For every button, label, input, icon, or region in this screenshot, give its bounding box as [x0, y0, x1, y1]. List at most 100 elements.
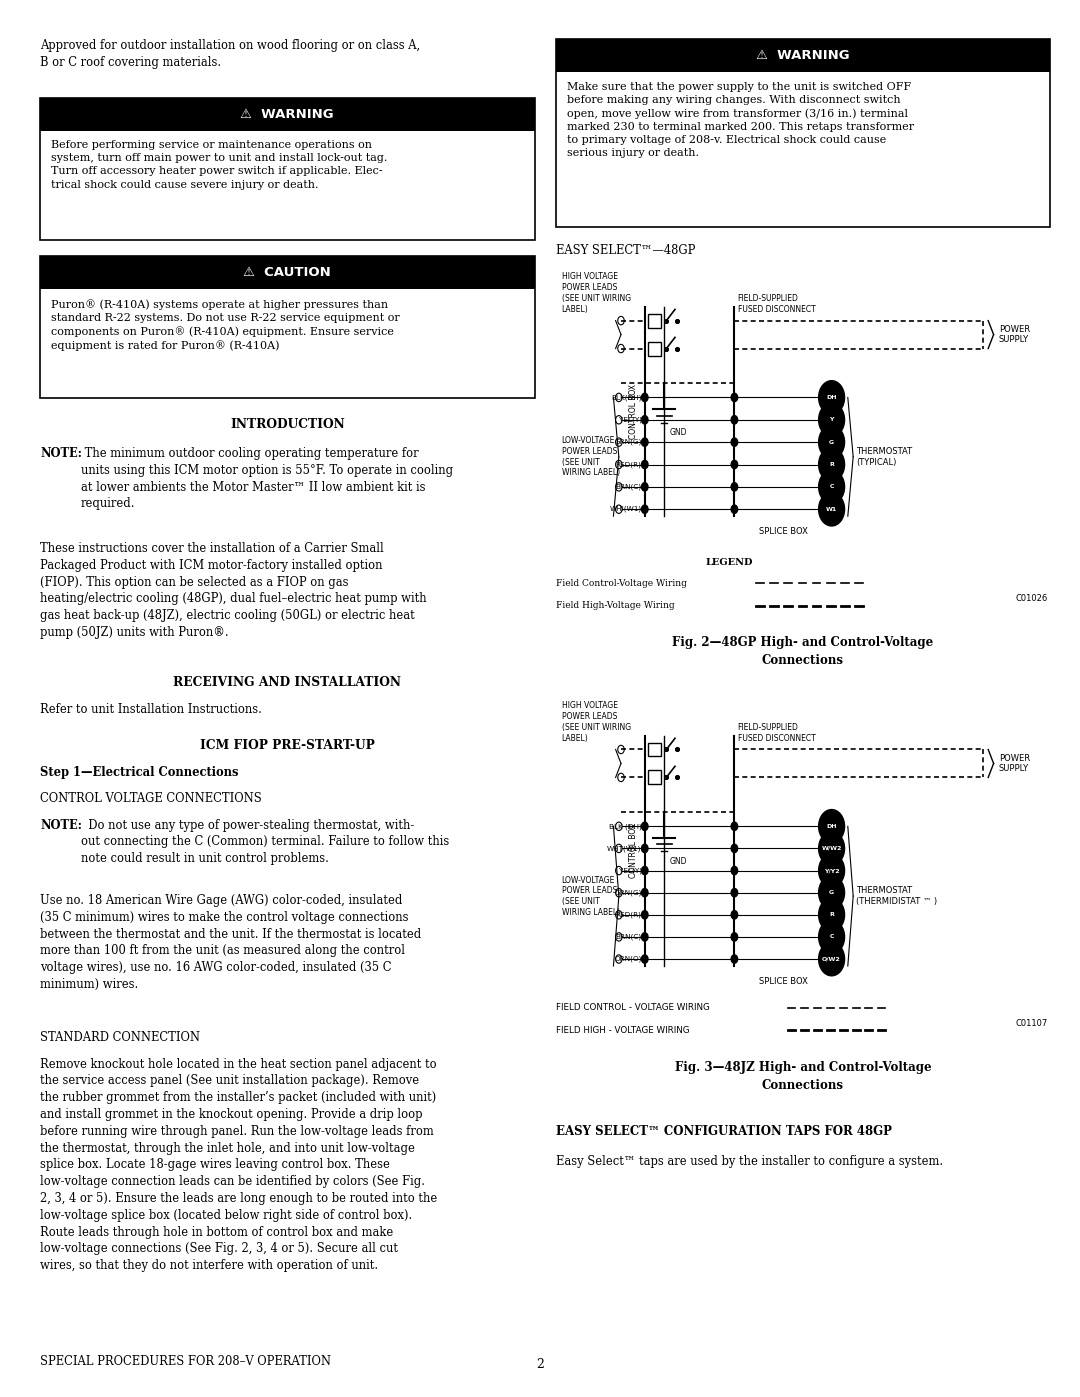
Text: Y/Y2: Y/Y2 [824, 868, 839, 873]
Text: HIGH VOLTAGE
POWER LEADS
(SEE UNIT WIRING
LABEL): HIGH VOLTAGE POWER LEADS (SEE UNIT WIRIN… [562, 272, 631, 314]
Circle shape [731, 821, 738, 831]
Text: R: R [829, 912, 834, 918]
Text: DH: DH [826, 395, 837, 400]
Text: Easy Select™ taps are used by the installer to configure a system.: Easy Select™ taps are used by the instal… [556, 1155, 943, 1168]
Text: 2: 2 [536, 1358, 544, 1372]
Text: Make sure that the power supply to the unit is switched OFF
before making any wi: Make sure that the power supply to the u… [567, 82, 914, 158]
Text: GRN(G): GRN(G) [615, 890, 642, 895]
Text: Field Control-Voltage Wiring: Field Control-Voltage Wiring [556, 578, 687, 588]
Circle shape [819, 404, 845, 437]
Text: Refer to unit Installation Instructions.: Refer to unit Installation Instructions. [40, 703, 261, 715]
Circle shape [819, 943, 845, 977]
Text: WHI(W1): WHI(W1) [609, 506, 642, 513]
Text: RECEIVING AND INSTALLATION: RECEIVING AND INSTALLATION [173, 676, 402, 689]
Text: ⚠  WARNING: ⚠ WARNING [241, 108, 334, 120]
Text: Fig. 3—48JZ High- and Control-Voltage
Connections: Fig. 3—48JZ High- and Control-Voltage Co… [675, 1062, 931, 1092]
Bar [40, 257, 535, 289]
Text: EASY SELECT™ CONFIGURATION TAPS FOR 48GP: EASY SELECT™ CONFIGURATION TAPS FOR 48GP [556, 1126, 892, 1139]
Circle shape [819, 447, 845, 482]
Circle shape [731, 888, 738, 897]
Circle shape [642, 821, 648, 831]
Bar [556, 39, 1050, 73]
Circle shape [642, 956, 648, 964]
Bar [556, 39, 1050, 228]
Circle shape [819, 854, 845, 887]
Circle shape [731, 866, 738, 875]
Text: C01026: C01026 [1015, 595, 1048, 604]
Text: BRN(C): BRN(C) [616, 933, 642, 940]
Text: THERMOSTAT
(THERMIDISTAT ™ ): THERMOSTAT (THERMIDISTAT ™ ) [856, 887, 937, 905]
Circle shape [819, 381, 845, 415]
Circle shape [731, 416, 738, 425]
Text: ⚠  CAUTION: ⚠ CAUTION [243, 267, 332, 279]
Text: Puron® (R-410A) systems operate at higher pressures than
standard R-22 systems. : Puron® (R-410A) systems operate at highe… [51, 299, 400, 351]
Text: G: G [829, 440, 834, 444]
Text: Remove knockout hole located in the heat section panel adjacent to
the service a: Remove knockout hole located in the heat… [40, 1058, 437, 1273]
Text: WHT(W1): WHT(W1) [607, 845, 642, 852]
Text: RED(R): RED(R) [616, 912, 642, 918]
Circle shape [819, 898, 845, 932]
Circle shape [642, 911, 648, 919]
Text: RED(R): RED(R) [616, 461, 642, 468]
Text: C01107: C01107 [1015, 1020, 1048, 1028]
Text: LOW-VOLTAGE
POWER LEADS
(SEE UNIT
WIRING LABEL): LOW-VOLTAGE POWER LEADS (SEE UNIT WIRING… [562, 436, 620, 478]
Bar [648, 314, 661, 328]
Circle shape [819, 921, 845, 954]
Text: Y: Y [829, 418, 834, 422]
Text: NOTE:: NOTE: [40, 447, 82, 460]
Bar [40, 98, 535, 240]
Text: ⚠  WARNING: ⚠ WARNING [756, 49, 850, 61]
Text: ICM FIOP PRE-START-UP: ICM FIOP PRE-START-UP [200, 739, 375, 752]
Circle shape [642, 933, 648, 942]
Bar [648, 342, 661, 356]
Text: SPLICE BOX: SPLICE BOX [758, 978, 808, 986]
Circle shape [731, 394, 738, 402]
Text: DH: DH [826, 824, 837, 828]
Bar [648, 771, 661, 785]
Text: FIELD-SUPPLIED
FUSED DISCONNECT: FIELD-SUPPLIED FUSED DISCONNECT [738, 295, 815, 314]
Circle shape [819, 810, 845, 844]
Text: BRN(C): BRN(C) [616, 483, 642, 490]
Text: BLK(DH): BLK(DH) [611, 394, 642, 401]
Circle shape [819, 876, 845, 909]
Text: GND: GND [670, 429, 687, 437]
Text: Before performing service or maintenance operations on
system, turn off main pow: Before performing service or maintenance… [51, 141, 387, 190]
Text: O/W2: O/W2 [822, 957, 841, 961]
Text: FIELD CONTROL - VOLTAGE WIRING: FIELD CONTROL - VOLTAGE WIRING [556, 1003, 710, 1013]
Text: BLK (DH): BLK (DH) [609, 823, 642, 830]
Text: POWER
SUPPLY: POWER SUPPLY [999, 326, 1030, 344]
Text: GND: GND [670, 858, 687, 866]
Text: LEGEND: LEGEND [705, 559, 753, 567]
Text: POWER
SUPPLY: POWER SUPPLY [999, 754, 1030, 773]
Text: FIELD-SUPPLIED
FUSED DISCONNECT: FIELD-SUPPLIED FUSED DISCONNECT [738, 724, 815, 743]
Text: FIELD HIGH - VOLTAGE WIRING: FIELD HIGH - VOLTAGE WIRING [556, 1025, 690, 1035]
Circle shape [731, 844, 738, 852]
Text: CONTROL BOX: CONTROL BOX [630, 384, 638, 439]
Text: INTRODUCTION: INTRODUCTION [230, 418, 345, 430]
Text: NOTE:: NOTE: [40, 819, 82, 831]
Circle shape [642, 888, 648, 897]
Text: LOW-VOLTAGE
POWER LEADS
(SEE UNIT
WIRING LABEL): LOW-VOLTAGE POWER LEADS (SEE UNIT WIRING… [562, 876, 620, 916]
Circle shape [731, 933, 738, 942]
Circle shape [731, 461, 738, 469]
Text: Fig. 2—48GP High- and Control-Voltage
Connections: Fig. 2—48GP High- and Control-Voltage Co… [673, 637, 933, 668]
Text: YEL(Y): YEL(Y) [619, 868, 642, 873]
Text: C: C [829, 935, 834, 939]
Circle shape [642, 483, 648, 492]
Circle shape [819, 426, 845, 460]
Circle shape [642, 866, 648, 875]
Text: STANDARD CONNECTION: STANDARD CONNECTION [40, 1031, 200, 1044]
Circle shape [642, 439, 648, 447]
Text: W1: W1 [826, 507, 837, 511]
Text: YEL(Y): YEL(Y) [619, 416, 642, 423]
Circle shape [642, 506, 648, 514]
Text: EASY SELECT™—48GP: EASY SELECT™—48GP [556, 244, 696, 257]
Text: ORN(O): ORN(O) [615, 956, 642, 963]
Circle shape [642, 416, 648, 425]
Text: Use no. 18 American Wire Gage (AWG) color-coded, insulated
(35 C minimum) wires : Use no. 18 American Wire Gage (AWG) colo… [40, 894, 421, 990]
Text: Do not use any type of power-stealing thermostat, with-
out connecting the C (Co: Do not use any type of power-stealing th… [81, 819, 449, 865]
Bar [648, 743, 661, 757]
Circle shape [642, 844, 648, 852]
Circle shape [819, 493, 845, 527]
Text: C: C [829, 485, 834, 489]
